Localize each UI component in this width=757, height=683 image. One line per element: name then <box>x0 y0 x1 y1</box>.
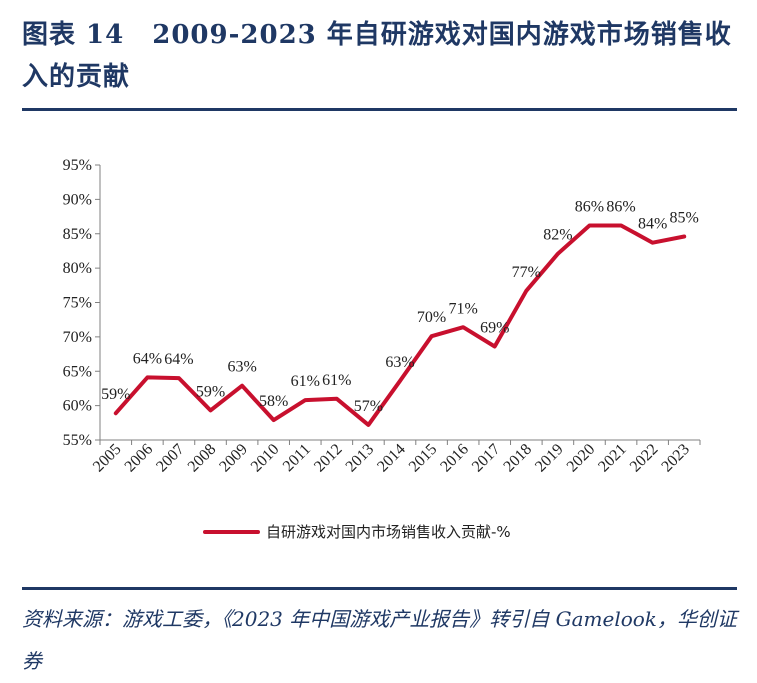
data-label: 84% <box>638 216 667 233</box>
y-tick-label: 95% <box>63 157 92 174</box>
data-label: 71% <box>448 300 477 317</box>
x-tick-label: 2006 <box>122 441 157 476</box>
x-tick-label: 2005 <box>90 441 125 476</box>
figure-title: 图表 14 2009-2023 年自研游戏对国内游戏市场销售收入的贡献 <box>22 14 737 98</box>
x-tick-label: 2019 <box>532 441 567 476</box>
x-tick-label: 2010 <box>248 441 283 476</box>
x-tick-label: 2009 <box>216 441 251 476</box>
top-divider <box>22 108 737 111</box>
x-tick-label: 2023 <box>658 441 693 476</box>
y-tick-label: 70% <box>63 329 92 346</box>
chart-series <box>113 223 687 427</box>
x-tick-label: 2015 <box>406 441 441 476</box>
y-tick-label: 60% <box>63 398 92 415</box>
chart-legend: 自研游戏对国内市场销售收入贡献-% <box>203 523 511 541</box>
data-label: 63% <box>227 359 256 376</box>
line-chart: 55%60%65%70%75%80%85%90%95%2005200620072… <box>63 157 701 541</box>
data-label: 61% <box>322 372 351 389</box>
bottom-divider <box>22 587 737 590</box>
data-label: 64% <box>133 350 162 367</box>
y-tick-label: 75% <box>63 295 92 312</box>
data-label: 59% <box>101 386 130 403</box>
figure-title-text: 2009-2023 年自研游戏对国内游戏市场销售收入的贡献 <box>22 20 732 92</box>
x-tick-label: 2011 <box>280 441 314 475</box>
x-tick-label: 2020 <box>564 441 599 476</box>
x-tick-label: 2008 <box>185 441 220 476</box>
data-label: 64% <box>164 351 193 368</box>
x-tick-label: 2013 <box>343 441 378 476</box>
x-tick-label: 2018 <box>500 441 535 476</box>
source-note: 资料来源：游戏工委，《2023 年中国游戏产业报告》转引自 Gamelook，华… <box>22 607 737 673</box>
x-tick-label: 2012 <box>311 441 346 476</box>
x-tick-label: 2017 <box>469 441 504 476</box>
data-label: 70% <box>417 309 446 326</box>
data-label: 58% <box>259 393 288 410</box>
chart-data-labels: 59%64% 64%59%63%58%61% 61%57%63%70%71%69%7… <box>101 199 699 415</box>
data-label: 86% <box>575 199 604 216</box>
chart-ticks: 55%60%65%70%75%80%85%90%95%2005200620072… <box>63 157 701 476</box>
y-tick-label: 90% <box>63 191 92 208</box>
data-label: 63% <box>385 354 414 371</box>
y-tick-label: 65% <box>63 363 92 380</box>
data-label: 82% <box>543 227 572 244</box>
legend-label: 自研游戏对国内市场销售收入贡献-% <box>266 523 511 541</box>
y-tick-label: 55% <box>63 432 92 449</box>
data-label: 69% <box>480 320 509 337</box>
x-tick-label: 2014 <box>374 441 409 476</box>
x-tick-label: 2022 <box>627 441 662 476</box>
data-label: 59% <box>196 383 225 400</box>
data-label: 61% <box>291 373 320 390</box>
x-tick-label: 2021 <box>595 441 630 476</box>
figure-number: 图表 14 <box>22 20 125 50</box>
data-label: 57% <box>354 398 383 415</box>
x-tick-label: 2016 <box>437 441 472 476</box>
y-tick-label: 80% <box>63 260 92 277</box>
x-tick-label: 2007 <box>153 441 188 476</box>
y-tick-label: 85% <box>63 226 92 243</box>
data-label: 85% <box>670 210 699 227</box>
data-label: 86% <box>606 199 635 216</box>
data-label: 77% <box>512 264 541 281</box>
